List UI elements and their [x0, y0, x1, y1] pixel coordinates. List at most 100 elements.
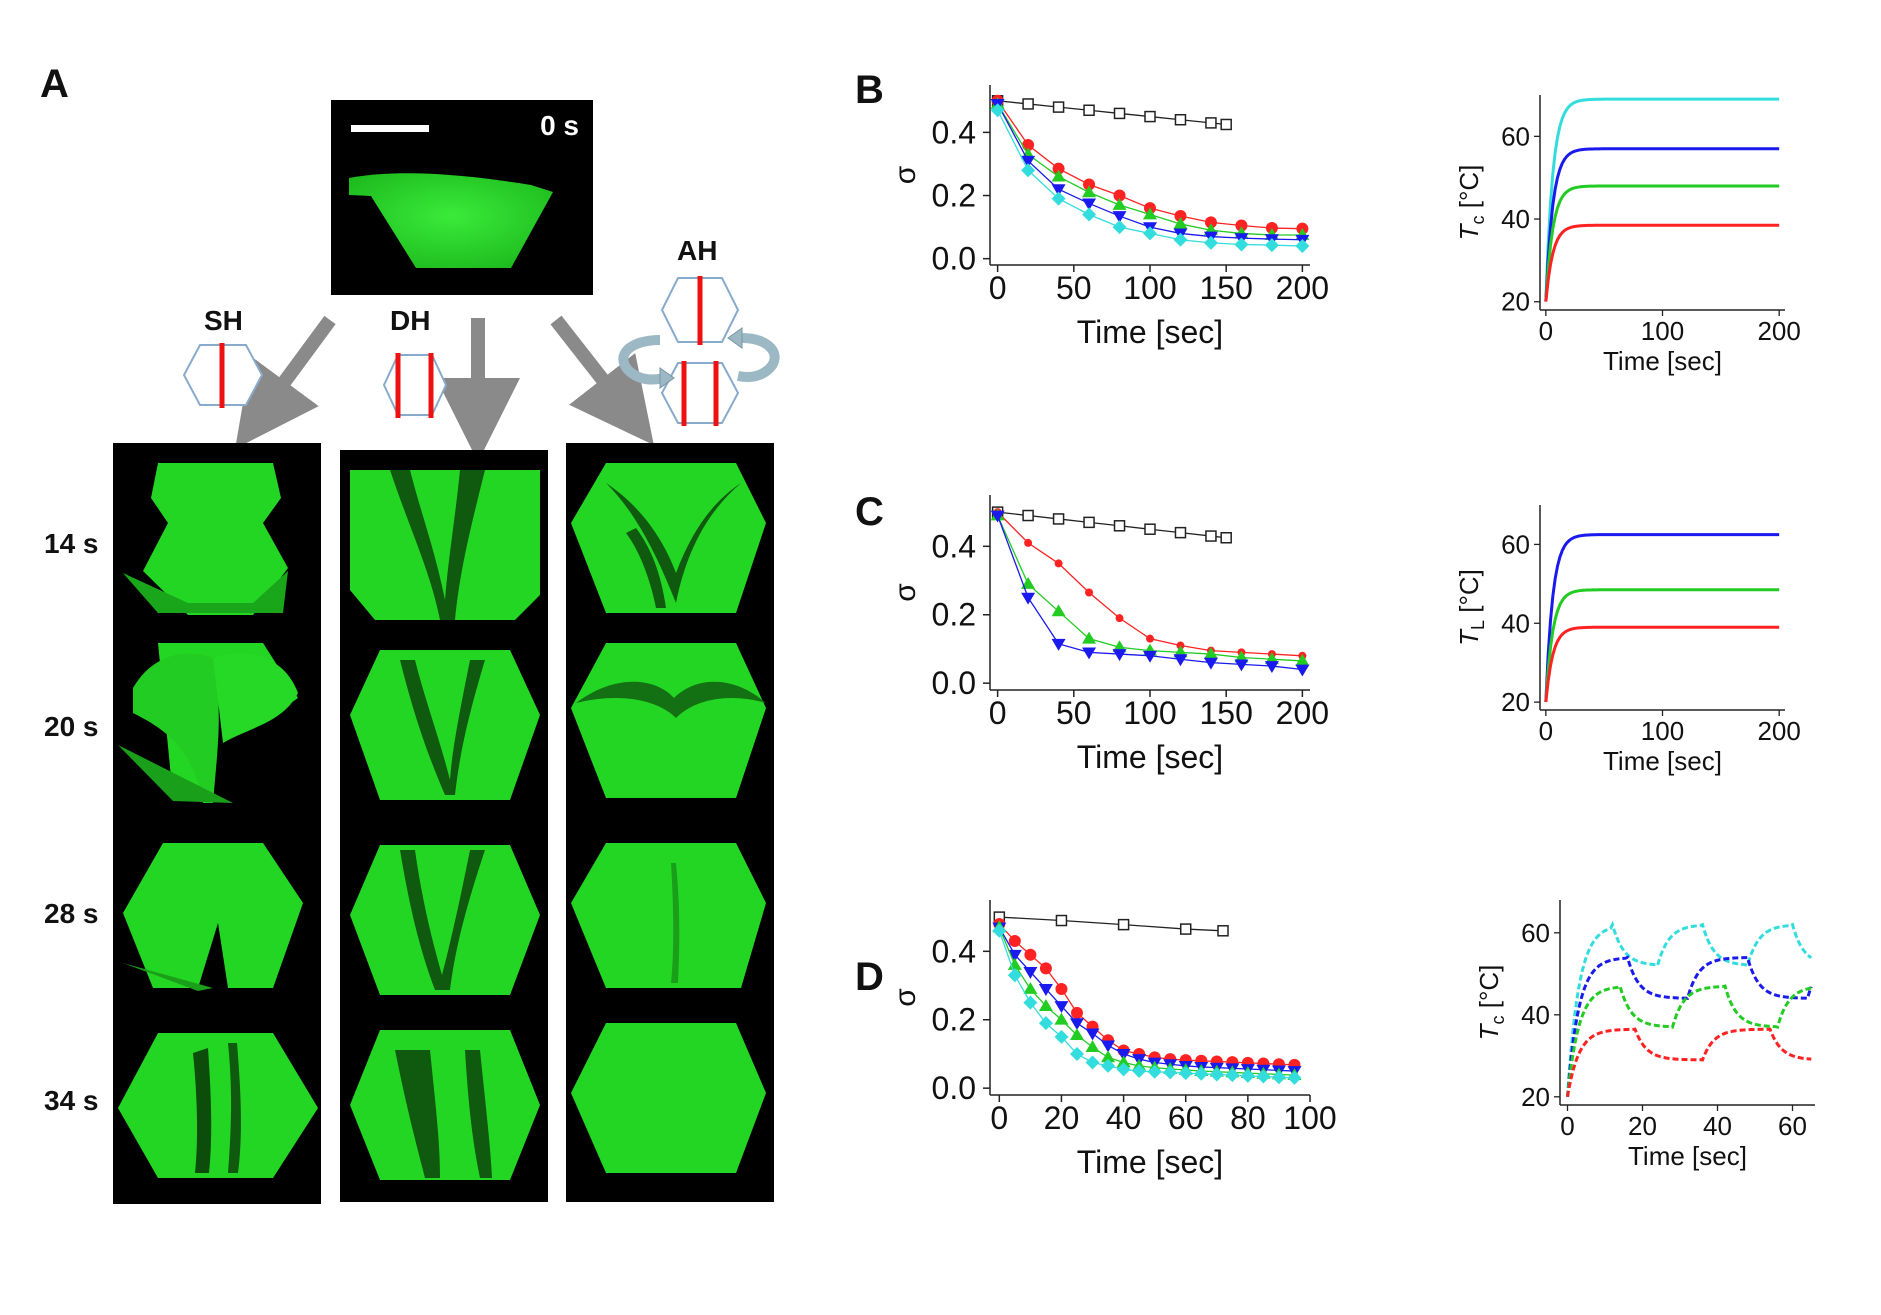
data-point: [1132, 1064, 1147, 1079]
chart-b: 0 50 100 150 200 0.0 0.2 0.4 Time [sec] σ 0 100 200 2…: [889, 85, 1801, 376]
dh-frame-14s: [350, 470, 540, 620]
data-point: [990, 103, 1005, 118]
data-point: [992, 923, 1007, 938]
x-tick-label: 20: [1044, 1100, 1080, 1136]
inset-y-axis-title: Tc [°C]: [1454, 165, 1488, 241]
inset-x-tick-label: 0: [1539, 716, 1553, 746]
inset-series-line: [1566, 920, 1813, 1097]
inset-y-tick-label: 20: [1521, 1082, 1550, 1112]
time-label-20: 20 s: [44, 711, 99, 742]
data-point: [1021, 576, 1036, 589]
data-point: [1144, 523, 1156, 535]
data-point: [1173, 232, 1188, 247]
data-point: [1203, 647, 1218, 659]
data-point: [1008, 935, 1021, 948]
y-tick-label: 0.0: [932, 1070, 976, 1106]
inset-series-line: [1566, 1027, 1812, 1098]
data-point: [1112, 211, 1127, 224]
data-point: [1007, 968, 1022, 983]
inset-series-1: [1566, 955, 1813, 1097]
data-point: [1113, 189, 1126, 202]
inset-x-tick-label: 60: [1778, 1111, 1807, 1141]
inset-y-tick-label: 40: [1521, 1000, 1550, 1030]
time-label-14: 14 s: [44, 528, 99, 559]
data-point: [1007, 949, 1022, 962]
data-point: [1021, 592, 1036, 605]
data-point: [1173, 654, 1188, 667]
data-point: [1055, 914, 1068, 927]
data-point: [1023, 981, 1038, 994]
data-point: [1163, 1065, 1178, 1080]
y-tick-label: 0.4: [932, 528, 976, 564]
initial-time-label: 0 s: [540, 110, 579, 141]
sh-frame-14s: [123, 463, 288, 615]
inset-x-axis-title: Time [sec]: [1603, 746, 1722, 776]
inset-x-tick-label: 100: [1641, 716, 1684, 746]
data-point: [1054, 1001, 1069, 1014]
data-point: [1022, 98, 1034, 110]
data-point: [1174, 526, 1187, 539]
data-point: [1039, 962, 1052, 975]
x-axis-title: Time [sec]: [1077, 1144, 1223, 1180]
data-point: [1022, 139, 1035, 151]
data-point: [1174, 113, 1187, 126]
rotation-arrow-left-icon: [618, 335, 675, 389]
data-point: [1054, 559, 1063, 568]
data-point: [1146, 634, 1154, 643]
panel-label-c: C: [855, 490, 884, 534]
data-point: [1117, 918, 1130, 931]
dh-frame-34s: [350, 1030, 540, 1180]
data-point: [1205, 530, 1217, 542]
data-point: [1271, 1070, 1286, 1085]
data-point: [1085, 1055, 1100, 1070]
data-point: [1024, 948, 1037, 961]
inset-series-3: [1544, 223, 1780, 302]
series-line: [998, 927, 1295, 1076]
inset-x-tick-label: 100: [1641, 316, 1684, 346]
x-tick-label: 40: [1106, 1100, 1142, 1136]
data-point: [1225, 1068, 1240, 1083]
y-axis-title: σ: [889, 583, 922, 602]
inset-series-2: [1566, 983, 1812, 1097]
x-tick-label: 0: [989, 270, 1007, 306]
data-point: [1234, 659, 1249, 672]
arrow-to-ah: [550, 315, 654, 446]
inset-series-line: [1544, 588, 1780, 703]
data-point: [1038, 1016, 1053, 1031]
data-point: [1179, 923, 1192, 935]
series-4: [992, 923, 1302, 1085]
inset-y-tick-label: 60: [1521, 918, 1550, 948]
panel-label-d: D: [855, 955, 884, 999]
inset-series-1: [1544, 588, 1780, 703]
chart-d: 0 20 40 60 80 100 0.0 0.2 0.4 Time [sec] σ 0 20 40 60 2…: [889, 900, 1815, 1180]
series-4: [990, 103, 1310, 254]
inset-series-line: [1544, 147, 1780, 302]
data-point: [1287, 1070, 1302, 1085]
data-point: [1264, 661, 1279, 674]
data-point: [1052, 162, 1065, 175]
data-point: [1220, 118, 1232, 131]
rotation-arrow-right-icon: [727, 327, 780, 382]
inset-series-line: [1544, 223, 1780, 302]
inset-series-0: [1566, 920, 1813, 1097]
data-point: [1112, 640, 1127, 653]
data-point: [1264, 652, 1279, 665]
ah-frame-34s: [571, 1023, 766, 1173]
data-point: [1256, 1069, 1271, 1084]
inset-y-tick-label: 60: [1501, 529, 1530, 559]
inset-series-2: [1544, 184, 1780, 302]
inset-series-line: [1544, 533, 1780, 702]
series-0: [991, 95, 1232, 131]
inset-x-tick-label: 200: [1757, 316, 1800, 346]
inset-y-tick-label: 60: [1501, 121, 1530, 151]
data-point: [1116, 1049, 1131, 1061]
series-1: [993, 917, 1301, 1071]
ah-frame-column: [566, 443, 774, 1202]
series-0: [991, 506, 1232, 544]
series-line: [998, 923, 1295, 1066]
data-point: [1116, 1055, 1131, 1068]
data-point: [1082, 647, 1097, 660]
ah-frame-14s: [571, 463, 766, 613]
inset-series-line: [1566, 955, 1813, 1097]
data-point: [1295, 664, 1310, 677]
